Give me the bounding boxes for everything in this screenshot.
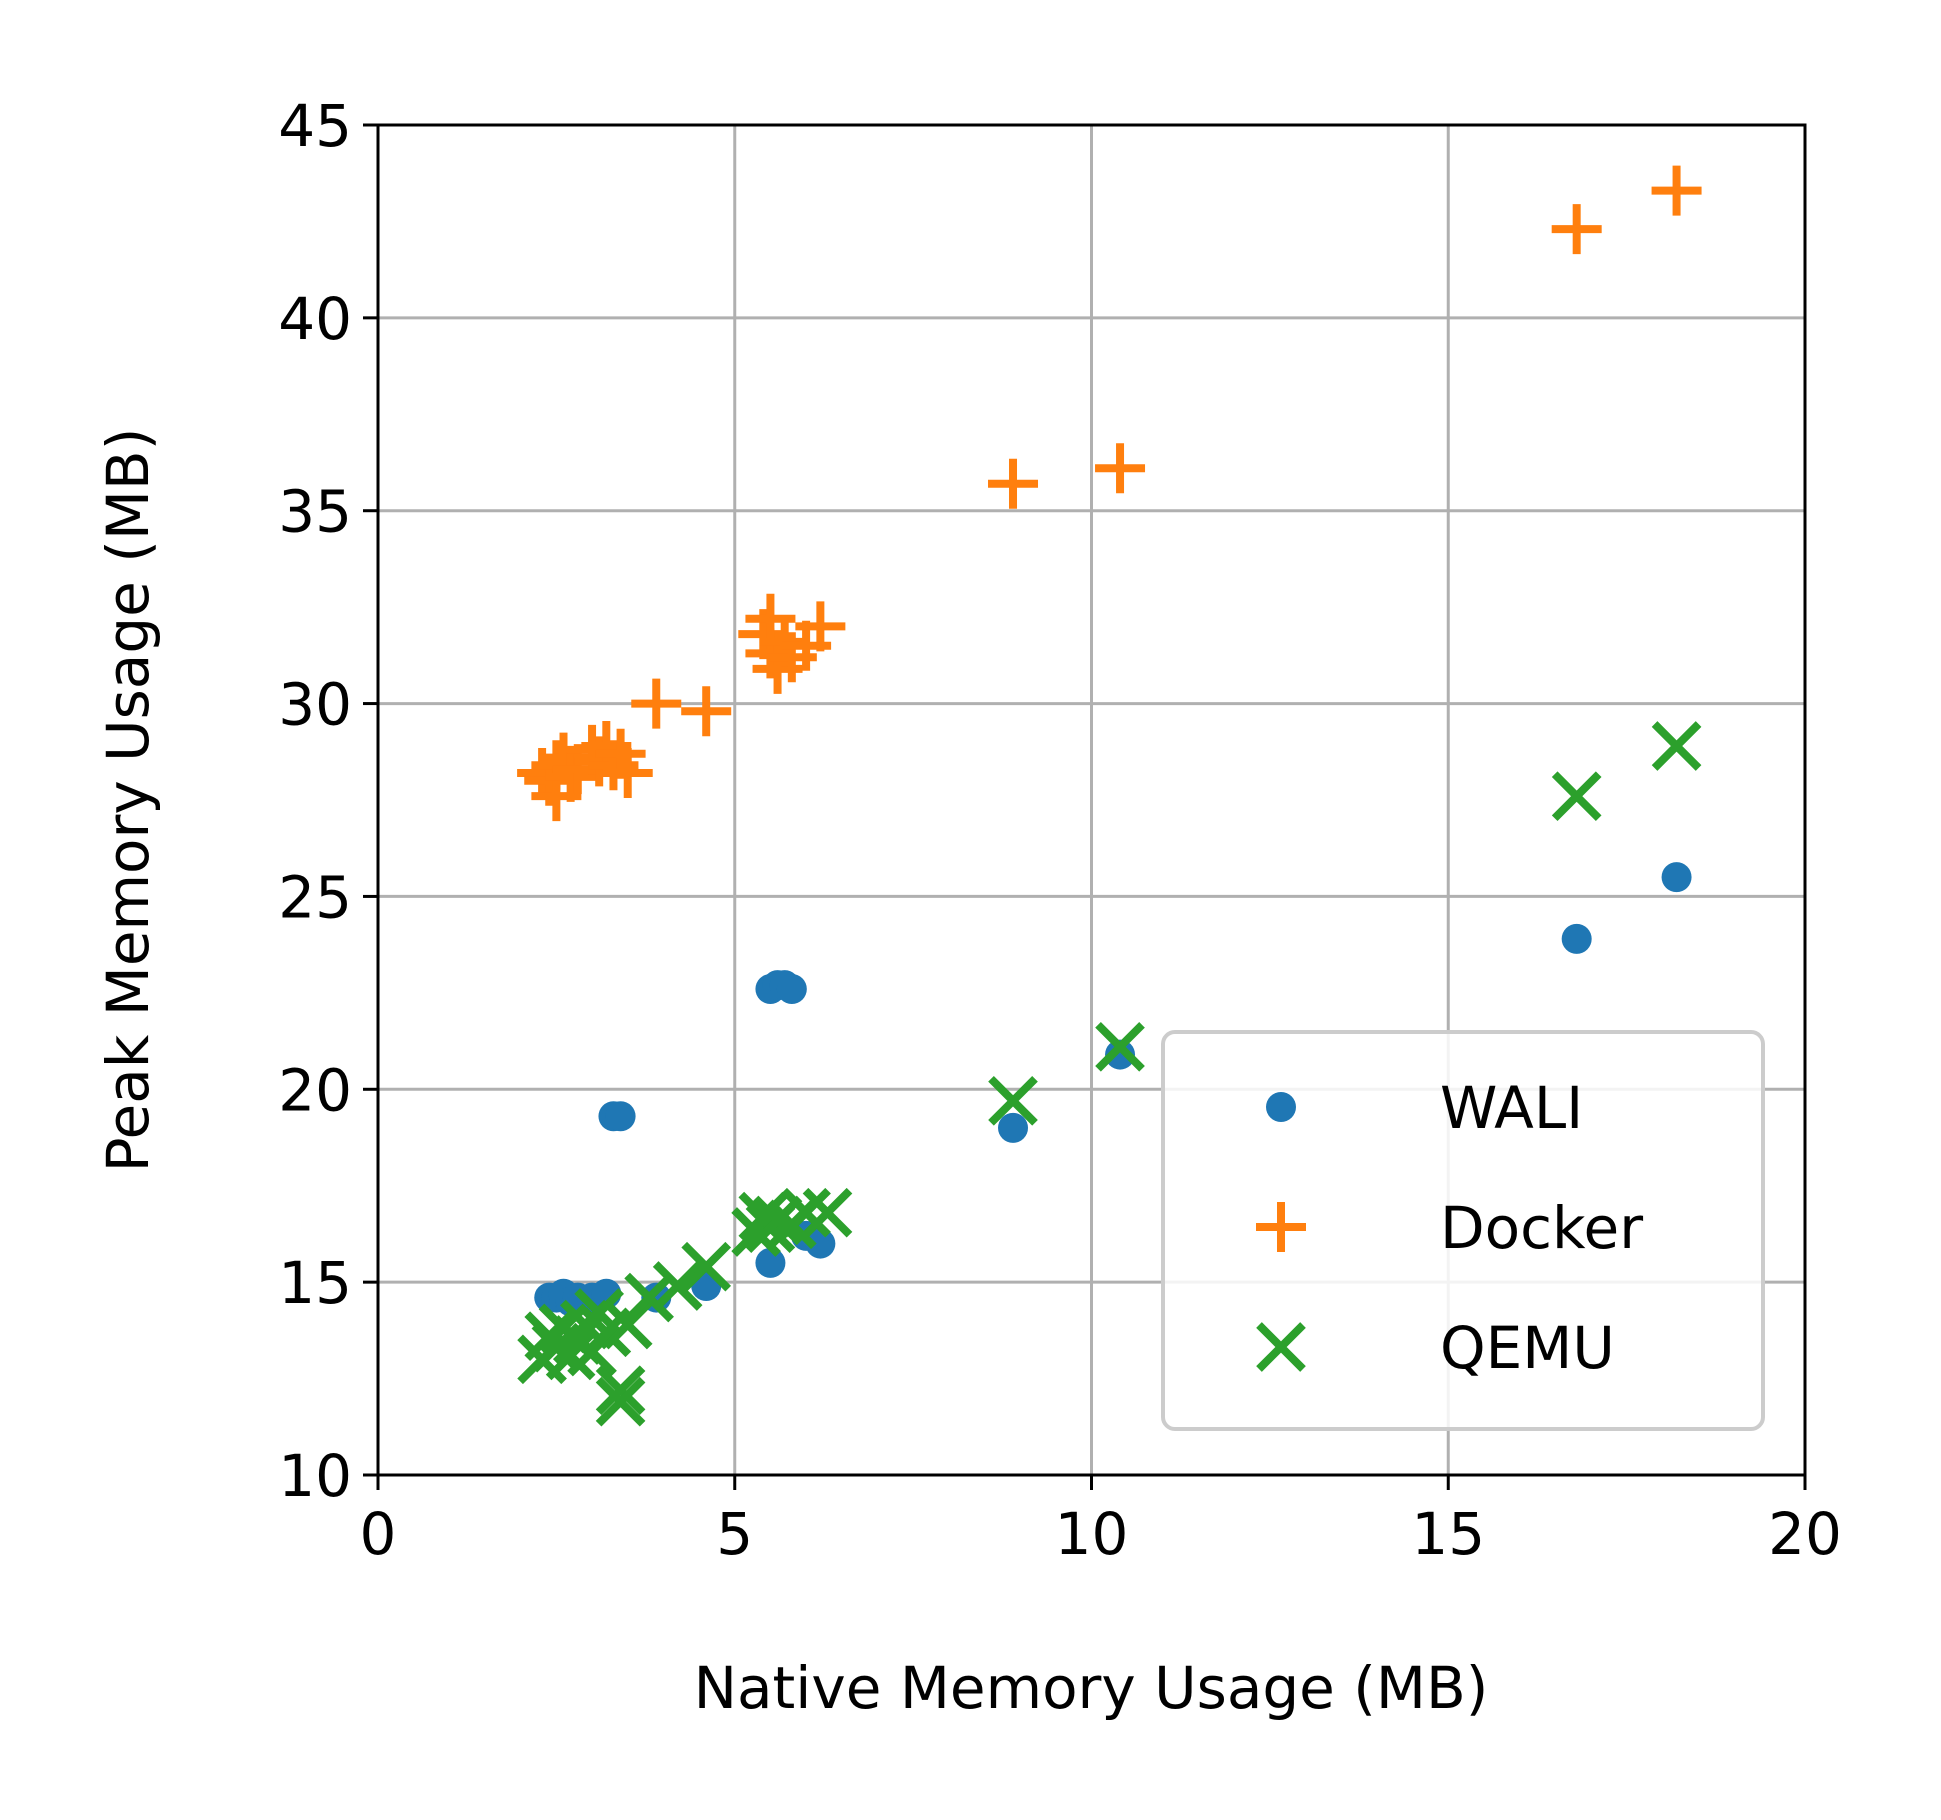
wali-point	[805, 1228, 836, 1259]
wali-point	[1105, 1039, 1136, 1070]
y-tick-label: 40	[278, 285, 352, 353]
qemu-point	[1095, 1022, 1145, 1072]
legend-marker-docker	[1256, 1202, 1306, 1252]
legend-label-qemu: QEMU	[1440, 1314, 1615, 1382]
qemu-point	[1651, 721, 1702, 771]
y-tick-label: 15	[278, 1249, 352, 1317]
axis-ticks: 0 5 10 15 20 10 15 20 25 30 35 40 45	[278, 92, 1842, 1568]
legend-marker-qemu	[1256, 1322, 1306, 1372]
wali-point	[755, 1247, 786, 1278]
x-tick-label: 20	[1768, 1500, 1842, 1568]
x-tick-label: 0	[360, 1500, 397, 1568]
x-tick-label: 10	[1055, 1500, 1129, 1568]
qemu-point	[681, 1241, 732, 1292]
wali-point	[776, 974, 807, 1004]
wali-point	[605, 1101, 636, 1132]
legend-box	[1161, 1030, 1765, 1431]
qemu-point	[595, 1365, 646, 1415]
docker-point	[1095, 443, 1146, 494]
docker-point	[602, 748, 653, 798]
docker-point	[988, 458, 1039, 509]
wali-point	[1661, 862, 1692, 893]
legend-marker-wali	[1266, 1092, 1296, 1122]
docker-point	[631, 678, 682, 729]
grid-lines	[376, 123, 1807, 1477]
qemu-point	[652, 1261, 703, 1311]
qemu-point	[624, 1272, 674, 1323]
y-tick-label: 20	[278, 1056, 352, 1124]
y-tick-label: 25	[278, 863, 352, 931]
qemu-point	[595, 1376, 646, 1427]
wali-point	[1561, 923, 1592, 954]
legend-label-docker: Docker	[1440, 1194, 1643, 1262]
qemu-point	[1551, 771, 1602, 821]
x-axis-label: Native Memory Usage (MB)	[694, 1654, 1489, 1722]
y-axis-label: Peak Memory Usage (MB)	[94, 428, 162, 1173]
docker-point	[1551, 204, 1602, 255]
docker-point	[1651, 165, 1702, 216]
y-tick-label: 30	[278, 671, 352, 739]
docker-point	[795, 601, 846, 652]
legend-label-wali: WALI	[1440, 1074, 1583, 1142]
docker-point	[545, 751, 596, 802]
wali-point	[998, 1112, 1029, 1143]
qemu-point	[752, 1195, 803, 1246]
data-points	[517, 165, 1702, 1427]
qemu-point	[988, 1076, 1038, 1126]
x-tick-label: 15	[1411, 1500, 1485, 1568]
y-tick-label: 45	[278, 92, 352, 160]
qemu-point	[781, 1187, 831, 1238]
x-tick-label: 5	[716, 1500, 753, 1568]
y-tick-label: 10	[278, 1442, 352, 1510]
qemu-point	[802, 1187, 853, 1238]
legend: WALI Docker QEMU	[1161, 1030, 1765, 1431]
docker-point	[681, 686, 732, 737]
y-tick-label: 35	[278, 478, 352, 546]
